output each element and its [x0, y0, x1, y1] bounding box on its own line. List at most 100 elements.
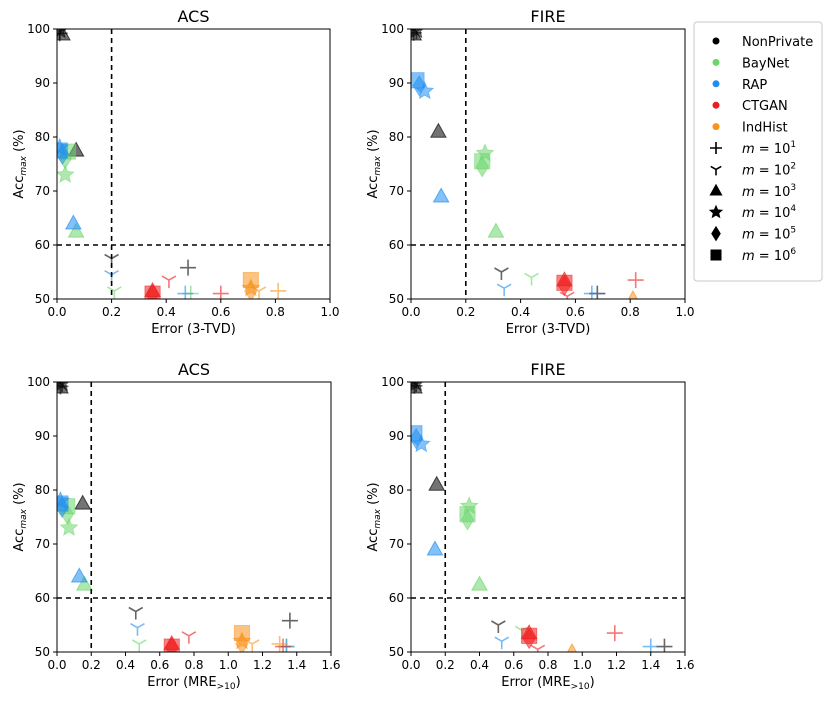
legend-marker-diamond: [711, 225, 721, 242]
point-ctgan-m3-21: [163, 634, 181, 650]
x-tick-label: 0.4: [116, 658, 135, 672]
legend-item-baynet: BayNet: [712, 56, 789, 71]
point-nonprivate-m2-5: [490, 620, 506, 633]
point-nonprivate-m1-6: [281, 612, 298, 629]
y-tick-label: 50: [35, 292, 50, 306]
data-points: [411, 29, 644, 299]
legend: NonPrivate BayNet RAP CTGAN IndHist m = 101 m …: [693, 21, 823, 282]
legend-item-nonprivate: NonPrivate: [712, 35, 813, 50]
legend-item-m4: m = 104: [708, 204, 796, 221]
legend-item-indhist: IndHist: [712, 121, 788, 136]
point-baynet-m3-10: [75, 575, 93, 591]
chart-panel-1: 0.0 0.2 0.4 0.6 0.8 1.0 50 60 70 80 90 100 ACS Error …: [12, 7, 340, 337]
x-tick-label: 1.6: [675, 658, 694, 672]
legend-item-rap: RAP: [712, 78, 767, 93]
legend-item-m2: m = 102: [710, 161, 796, 178]
x-axis-label: Error (MRE>10): [147, 675, 240, 692]
point-rap-m3-15: [432, 187, 450, 203]
point-nonprivate-m3-4: [428, 475, 446, 491]
legend-marker-square: [710, 249, 722, 261]
point-baynet-m6-9: [474, 153, 491, 170]
legend-label: m = 105: [742, 226, 796, 243]
x-tick-label: 0.6: [504, 658, 523, 672]
point-rap-m2-16: [494, 636, 510, 650]
y-tick-label: 50: [389, 292, 404, 306]
point-baynet-m3-10: [487, 222, 505, 238]
x-tick-label: 0.8: [621, 305, 640, 319]
legend-label: m = 106: [742, 247, 796, 264]
y-tick-label: 80: [35, 130, 50, 144]
y-tick-label: 70: [35, 537, 50, 551]
point-rap-m4-14: [411, 434, 431, 453]
y-tick-label: 90: [389, 76, 404, 90]
y-tick-label: 50: [389, 645, 404, 659]
point-rap-m3-16: [70, 567, 88, 583]
chart-panel-4: 0.0 0.2 0.4 0.6 0.8 1.0 1.2 1.4 1.6 50 60 70 80 90 100…: [366, 360, 695, 692]
point-nonprivate-m4-3: [57, 29, 67, 39]
legend-label: m = 103: [742, 183, 796, 200]
legend-item-m1: m = 101: [710, 140, 796, 157]
legend-dot-baynet: [712, 58, 720, 66]
legend-marker-plus: [710, 142, 722, 154]
y-tick-label: 80: [389, 130, 404, 144]
y-tick-label: 70: [35, 184, 50, 198]
x-tick-label: 0.0: [47, 305, 66, 319]
point-ctgan-m2-21: [530, 644, 546, 652]
y-tick-label: 70: [389, 537, 404, 551]
x-tick-label: 0.0: [401, 305, 420, 319]
legend-dot-indhist: [712, 123, 720, 131]
legend-dot-rap: [712, 80, 720, 88]
y-tick-label: 60: [35, 238, 50, 252]
point-ctgan-m2-22: [181, 631, 197, 644]
x-tick-label: 0.4: [470, 658, 489, 672]
point-ctgan-m1-22: [627, 272, 644, 289]
point-indhist-m2-27: [251, 286, 267, 299]
point-baynet-m2-11: [106, 286, 122, 299]
x-tick-label: 1.0: [573, 658, 592, 672]
point-nonprivate-m3-4: [74, 494, 92, 510]
x-tick-label: 0.8: [538, 658, 557, 672]
point-nonprivate-m4-3: [57, 382, 70, 392]
axes-frame: [56, 381, 332, 653]
x-tick-label: 0.2: [456, 305, 475, 319]
chart-title: ACS: [178, 360, 210, 379]
x-tick-label: 1.0: [675, 305, 694, 319]
legend-frame: [693, 21, 823, 282]
y-tick-label: 70: [389, 184, 404, 198]
point-baynet-m4-7: [57, 164, 75, 183]
x-tick-label: 0.6: [211, 305, 230, 319]
point-ctgan-m3-20: [520, 624, 538, 640]
axes-frame: [56, 28, 331, 300]
x-tick-label: 0.6: [150, 658, 169, 672]
y-tick-label: 50: [35, 645, 50, 659]
chart-panel-3: 0.0 0.2 0.4 0.6 0.8 1.0 1.2 1.4 1.6 50 60 70 80 90 100…: [12, 360, 341, 692]
x-axis-label: Error (MRE>10): [501, 675, 594, 692]
point-nonprivate-m2-5: [494, 267, 509, 280]
x-tick-label: 1.2: [607, 658, 626, 672]
legend-label: BayNet: [742, 56, 789, 71]
y-axis-label: Accmax (%): [366, 129, 383, 198]
y-tick-label: 60: [389, 591, 404, 605]
x-tick-label: 0.8: [266, 305, 285, 319]
y-tick-label: 90: [35, 76, 50, 90]
legend-label: NonPrivate: [742, 35, 813, 50]
point-nonprivate-m2-5: [128, 606, 144, 620]
point-baynet-m3-10: [471, 575, 488, 591]
x-tick-label: 1.2: [253, 658, 272, 672]
y-tick-label: 90: [35, 429, 50, 443]
legend-label: m = 102: [742, 161, 796, 178]
y-tick-label: 90: [389, 429, 404, 443]
x-tick-label: 1.4: [287, 658, 306, 672]
point-rap-m5-13: [411, 427, 423, 450]
point-ctgan-m3-21: [144, 281, 162, 297]
x-tick-label: 0.0: [47, 658, 66, 672]
point-rap-m3-15: [426, 540, 444, 556]
x-axis-label: Error (3-TVD): [151, 322, 236, 337]
legend-items: NonPrivate BayNet RAP CTGAN IndHist m = 101 m …: [708, 35, 813, 264]
legend-item-ctgan: CTGAN: [712, 99, 788, 114]
data-points: [411, 382, 673, 652]
chart-title: FIRE: [530, 7, 565, 26]
point-indhist-m1-28: [271, 635, 288, 652]
point-ctgan-m3-20: [555, 271, 573, 287]
x-tick-label: 0.8: [184, 658, 203, 672]
